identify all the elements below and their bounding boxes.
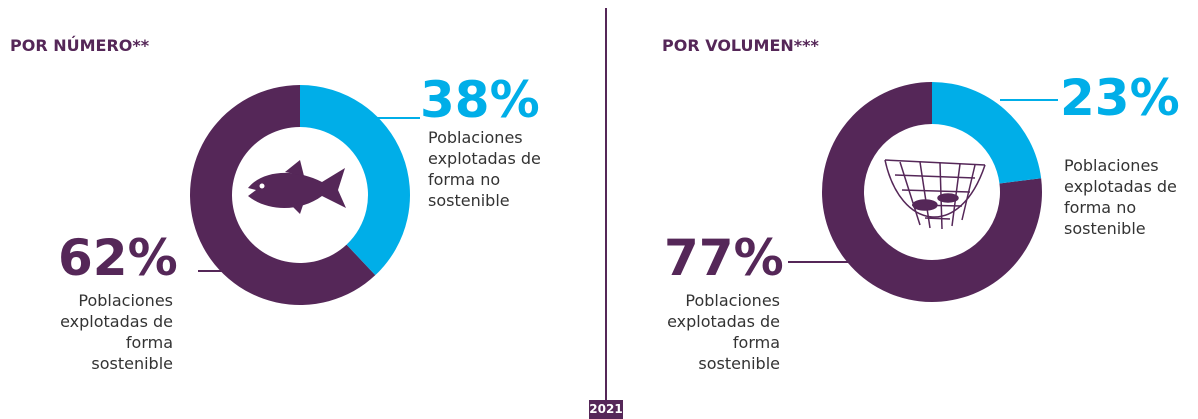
donut-slice [189,85,376,305]
value-label: 62% [58,229,178,287]
fish-icon [248,160,346,214]
value-label: 23% [1060,69,1180,127]
year-badge: 2021 [589,400,623,419]
value-label: 38% [420,71,540,129]
chart-title: POR NÚMERO** [10,36,150,55]
slice-label: Poblaciones explotadas de forma sostenib… [60,291,173,373]
slice-label: Poblaciones explotadas de forma no soste… [1064,156,1177,238]
chart-title: POR VOLUMEN*** [662,36,819,55]
net-icon [884,159,986,230]
value-label: 77% [664,229,784,287]
slice-label: Poblaciones explotadas de forma sostenib… [667,291,780,373]
donut-slice [300,85,410,276]
donut-slice [932,82,1042,184]
donut-slice [821,82,1042,302]
slice-label: Poblaciones explotadas de forma no soste… [428,128,541,210]
